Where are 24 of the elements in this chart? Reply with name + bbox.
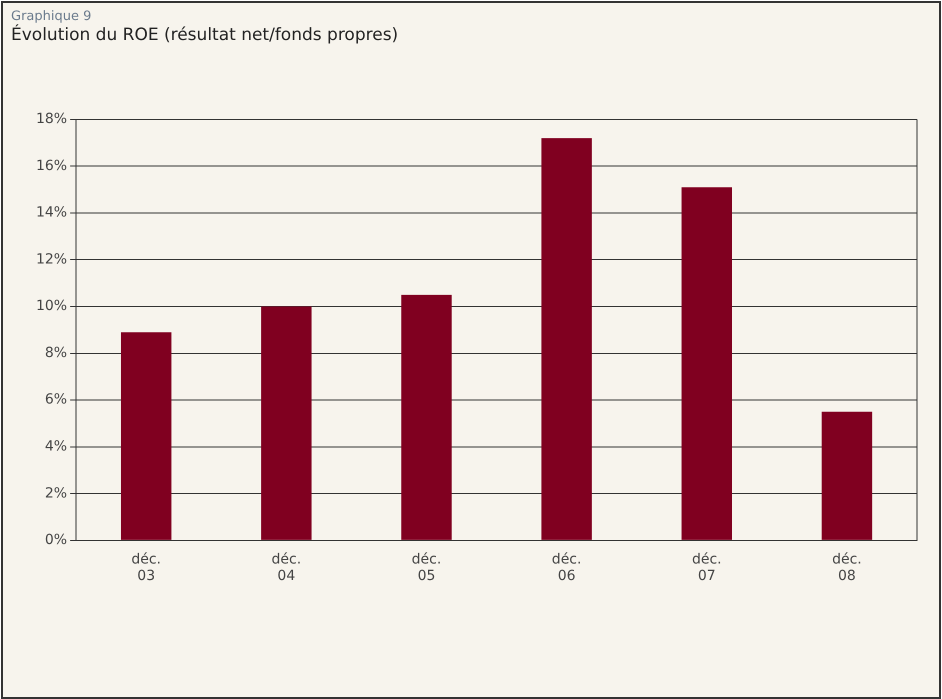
bar — [541, 138, 592, 540]
y-tick-label: 4% — [44, 438, 68, 454]
bar — [822, 412, 872, 540]
bar — [120, 332, 172, 540]
y-tick-label: 18% — [36, 111, 68, 128]
chart-subtitle: Graphique 9 — [11, 9, 92, 24]
y-tick-label: 6% — [44, 392, 68, 408]
x-tick-label: déc. 08 — [832, 551, 862, 584]
x-tick-label: déc. 05 — [412, 551, 442, 584]
bar — [261, 306, 312, 540]
y-tick-label: 10% — [36, 298, 68, 314]
bar — [401, 294, 452, 540]
y-tick-label: 8% — [44, 344, 68, 361]
y-tick-label: 14% — [36, 204, 68, 221]
x-tick-label: déc. 03 — [131, 551, 162, 584]
bar — [682, 187, 732, 540]
y-tick-label: 2% — [44, 485, 68, 502]
chart-title: Évolution du ROE (résultat net/fonds propres) — [11, 25, 398, 45]
x-tick-label: déc. 04 — [272, 551, 302, 584]
y-tick-label: 16% — [36, 158, 68, 174]
y-tick-label: 0% — [44, 532, 68, 548]
y-tick-label: 12% — [36, 251, 68, 268]
x-tick-label: déc. 06 — [552, 551, 582, 584]
x-tick-label: déc. 07 — [692, 551, 722, 584]
